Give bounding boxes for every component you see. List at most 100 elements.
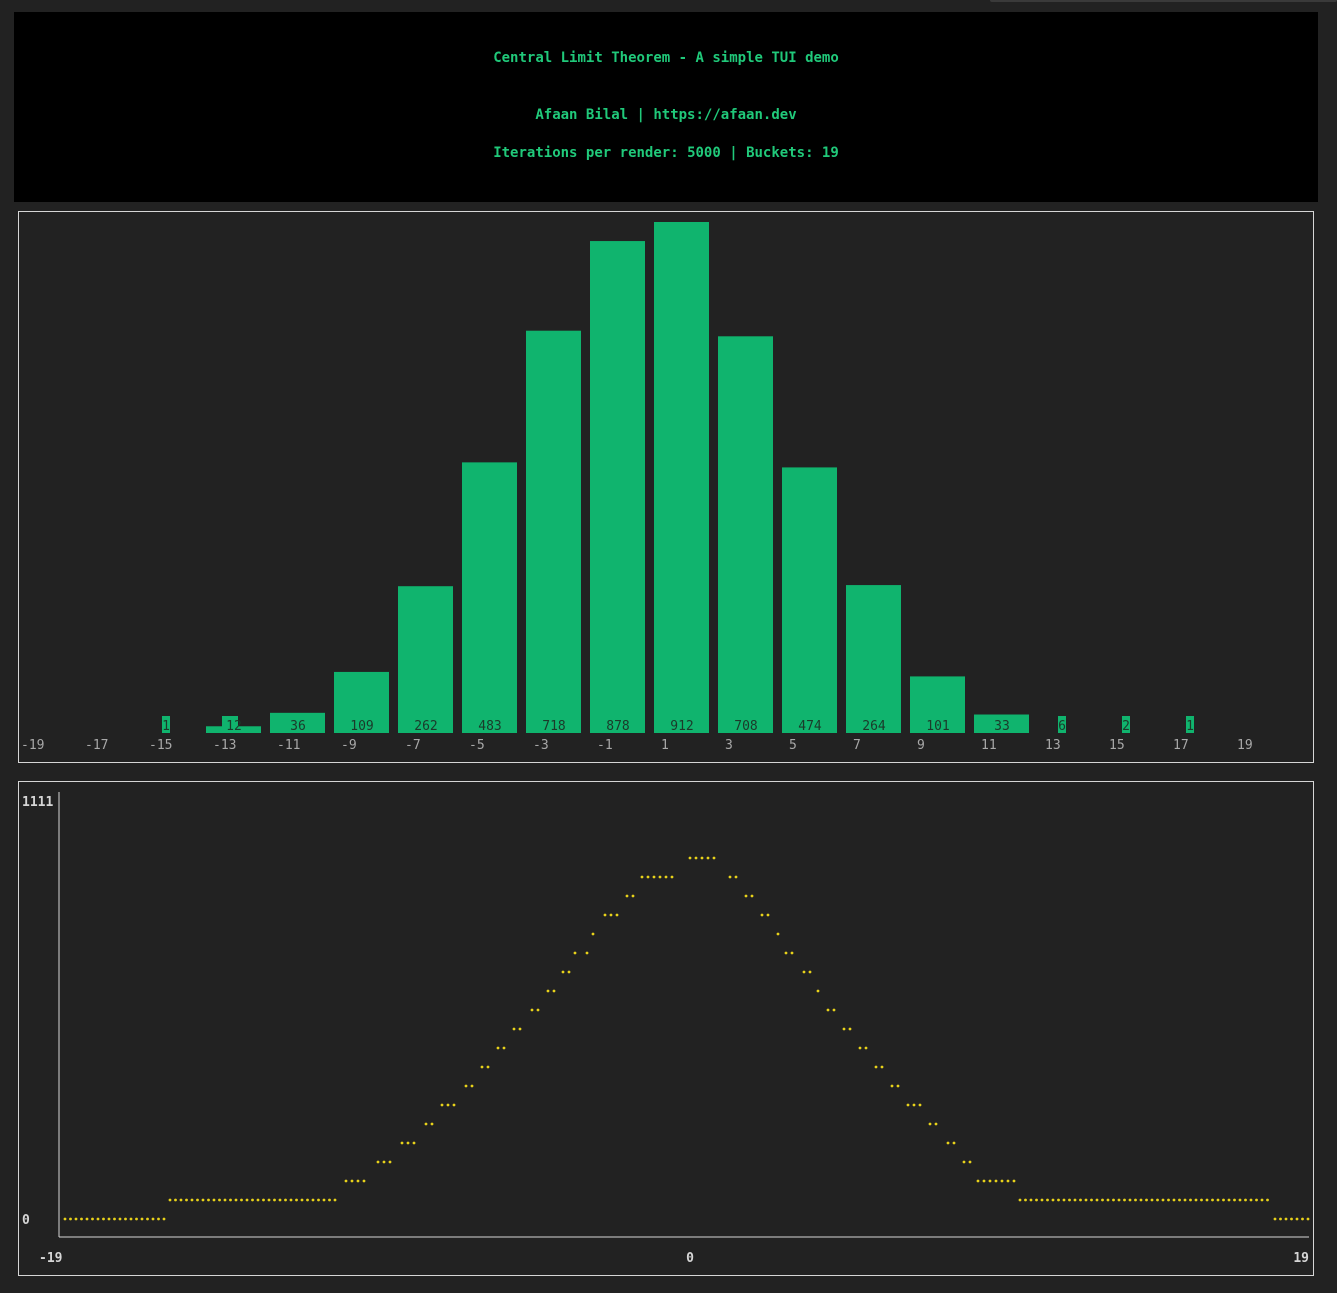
line-dot <box>480 1065 484 1069</box>
histogram-x-tick: 1 <box>661 738 669 753</box>
line-dot <box>74 1217 78 1221</box>
stats-line: Iterations per render: 5000 | Buckets: 1… <box>493 145 839 161</box>
line-dot <box>1189 1198 1192 1202</box>
line-dot <box>842 1027 846 1031</box>
line-dot <box>1123 1198 1126 1202</box>
histogram-chart: 1 12 36 109 262 483 718 878 912 708 474 264 101 33 6 2 1… <box>21 222 1253 753</box>
line-dot <box>848 1027 852 1031</box>
histogram-x-tick: 3 <box>725 738 733 753</box>
line-dot <box>1106 1198 1110 1202</box>
line-x-tick: -19 <box>39 1251 62 1266</box>
line-dot <box>1227 1198 1231 1202</box>
histogram-bar-value: 1 <box>1186 719 1194 734</box>
line-dot <box>988 1179 992 1183</box>
histogram-bar <box>846 585 901 733</box>
line-dot <box>124 1217 127 1221</box>
histogram-x-tick: 19 <box>1237 738 1253 753</box>
line-dot <box>766 913 770 917</box>
line-dot <box>113 1217 116 1221</box>
line-x-tick: 19 <box>1293 1251 1309 1266</box>
line-dot <box>1079 1198 1082 1202</box>
histogram-bar <box>1186 716 1194 733</box>
line-x-tick: 0 <box>686 1251 694 1266</box>
line-dot <box>350 1179 354 1183</box>
line-dot <box>196 1198 199 1202</box>
line-dot <box>1117 1198 1121 1202</box>
line-dot <box>174 1198 177 1202</box>
line-dot <box>874 1065 878 1069</box>
line-dot <box>706 856 710 860</box>
line-dot <box>1295 1217 1299 1221</box>
histogram-x-tick: -11 <box>277 738 300 753</box>
window-top-border <box>990 0 1337 2</box>
histogram-bar <box>910 676 965 733</box>
line-dot <box>289 1198 293 1202</box>
line-dot <box>1046 1198 1049 1202</box>
line-dot <box>424 1122 428 1126</box>
line-dot <box>1040 1198 1044 1202</box>
line-dot <box>864 1046 868 1050</box>
line-dot <box>994 1179 998 1183</box>
line-dot <box>1161 1198 1165 1202</box>
line-dot <box>179 1198 183 1202</box>
line-dot <box>512 1027 516 1031</box>
line-dot <box>518 1027 522 1031</box>
y-tick-min: 0 <box>22 1213 30 1228</box>
line-dot <box>1301 1217 1304 1221</box>
histogram-x-tick: -1 <box>597 738 613 753</box>
line-dot <box>1145 1198 1148 1202</box>
line-dot <box>311 1198 315 1202</box>
histogram-bar-value: 2 <box>1122 719 1130 734</box>
line-dot <box>406 1141 410 1145</box>
line-dot <box>1006 1179 1010 1183</box>
line-dot <box>218 1198 221 1202</box>
line-dot <box>190 1198 194 1202</box>
line-dot <box>1024 1198 1027 1202</box>
line-dot <box>229 1198 232 1202</box>
line-dot <box>1216 1198 1220 1202</box>
line-dot <box>609 913 613 917</box>
line-dot <box>784 951 788 955</box>
line-dot <box>317 1198 320 1202</box>
line-dot <box>212 1198 216 1202</box>
line-dot <box>146 1217 149 1221</box>
histogram-bar-value: 483 <box>478 719 501 734</box>
line-dot <box>896 1084 900 1088</box>
histogram-x-tick: -13 <box>213 738 236 753</box>
histogram-bar <box>654 222 709 733</box>
line-dot <box>328 1198 331 1202</box>
histogram-x-tick: 9 <box>917 738 925 753</box>
histogram-bar-value: 33 <box>994 719 1010 734</box>
line-dot <box>530 1008 534 1012</box>
line-dot <box>430 1122 434 1126</box>
line-dot <box>223 1198 227 1202</box>
histogram-bar-label-cell <box>222 716 238 733</box>
line-dot <box>207 1198 210 1202</box>
histogram-bar <box>974 714 1029 733</box>
line-dot <box>858 1046 862 1050</box>
line-dot <box>129 1217 133 1221</box>
distribution-line <box>63 856 1310 1221</box>
line-dot <box>107 1217 111 1221</box>
line-dot <box>267 1198 271 1202</box>
line-dot <box>928 1122 932 1126</box>
histogram-x-tick: 11 <box>981 738 997 753</box>
line-dot <box>322 1198 326 1202</box>
line-dot <box>934 1122 938 1126</box>
line-dot <box>982 1179 986 1183</box>
line-dot <box>808 970 812 974</box>
line-dot <box>1249 1198 1253 1202</box>
histogram-x-tick: 7 <box>853 738 861 753</box>
histogram-bar <box>162 716 170 733</box>
line-dot <box>69 1217 72 1221</box>
line-dot <box>162 1217 166 1221</box>
y-tick-max: 1111 <box>22 795 53 810</box>
line-dot <box>1095 1198 1099 1202</box>
line-dot <box>1090 1198 1093 1202</box>
line-dot <box>802 970 806 974</box>
line-dot <box>1172 1198 1176 1202</box>
line-dot <box>278 1198 282 1202</box>
line-dot <box>470 1084 474 1088</box>
histogram-bar <box>526 330 581 733</box>
line-dot <box>760 913 764 917</box>
